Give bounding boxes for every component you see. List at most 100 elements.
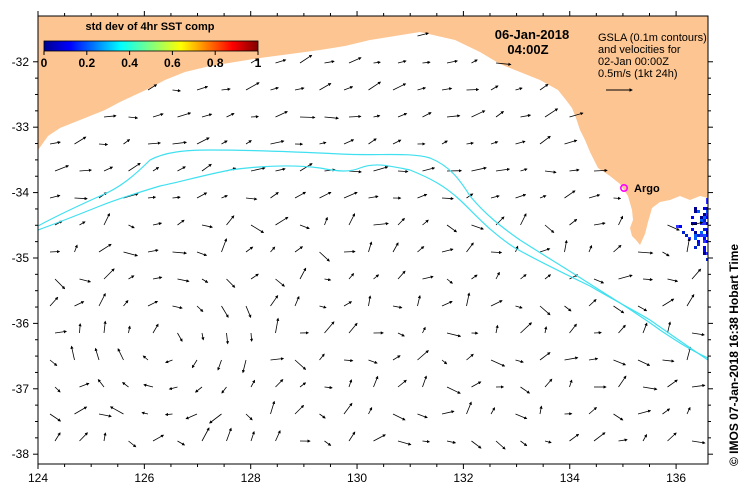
velocity-arrow (662, 408, 671, 415)
velocity-arrow (613, 305, 625, 314)
velocity-arrow (441, 301, 453, 307)
velocity-arrow (490, 194, 500, 199)
velocity-arrow (490, 300, 503, 307)
velocity-arrow (343, 139, 355, 145)
sst-pixel (703, 207, 706, 210)
velocity-arrow (544, 108, 559, 118)
velocity-arrow (324, 321, 335, 334)
velocity-arrow (221, 140, 228, 145)
velocity-arrow (152, 434, 165, 442)
legend-line-2: and velocities for (598, 44, 681, 56)
velocity-arrow (122, 382, 129, 388)
velocity-arrow (196, 251, 208, 257)
velocity-arrow (324, 216, 328, 226)
sst-pixel (694, 222, 697, 225)
sst-pixel (691, 222, 694, 225)
velocity-arrow (515, 305, 523, 309)
velocity-arrow (275, 111, 288, 118)
velocity-arrow (446, 59, 458, 64)
velocity-arrow (490, 250, 503, 255)
velocity-arrow (294, 246, 304, 253)
velocity-arrow (495, 324, 499, 334)
sst-pixel (706, 240, 708, 243)
velocity-arrow (544, 224, 555, 234)
velocity-arrow (495, 62, 512, 66)
latitude-axis: -32 -33 -34 -35 -36 -37 -38 (12, 55, 713, 461)
sst-pixel (703, 234, 706, 237)
velocity-arrow (250, 273, 259, 280)
velocity-arrow (319, 251, 330, 262)
velocity-arrow (250, 430, 255, 442)
velocity-arrow (588, 406, 598, 415)
velocity-arrow (515, 140, 526, 145)
velocity-arrow (250, 166, 266, 172)
sst-pixel (679, 225, 682, 228)
velocity-arrow (172, 89, 181, 93)
velocity-arrow (515, 87, 523, 91)
velocity-arrow (348, 431, 356, 442)
velocity-arrow (691, 221, 704, 226)
velocity-arrow (368, 241, 373, 253)
velocity-arrow (74, 244, 78, 253)
velocity-arrow (172, 305, 183, 310)
velocity-arrow (270, 86, 279, 91)
velocity-arrow (147, 195, 157, 199)
velocity-arrow (368, 406, 373, 415)
velocity-arrow (539, 405, 543, 415)
sst-pixel (706, 222, 708, 225)
velocity-arrow (446, 114, 461, 118)
velocity-arrow (74, 136, 87, 145)
velocity-arrow (270, 246, 276, 253)
velocity-arrow (642, 386, 658, 391)
velocity-arrow (618, 438, 628, 442)
velocity-arrow (569, 433, 580, 442)
velocity-arrow (275, 167, 286, 172)
velocity-arrow (196, 137, 210, 145)
velocity-arrow (49, 296, 59, 307)
velocity-arrow (54, 386, 61, 393)
velocity-arrow (343, 86, 354, 91)
velocity-arrow (217, 359, 222, 371)
velocity-arrow (250, 224, 265, 234)
velocity-arrow (319, 83, 332, 91)
colorbar-title: std dev of 4hr SST comp (86, 21, 215, 33)
velocity-arrow (368, 195, 379, 199)
velocity-arrow (471, 440, 482, 449)
velocity-arrow (686, 294, 695, 307)
velocity-arrow (74, 406, 88, 415)
velocity-arrow (343, 358, 354, 363)
velocity-arrow (520, 274, 527, 280)
lon-tick-label: 128 (241, 471, 261, 485)
velocity-arrow (368, 295, 372, 307)
velocity-arrow (123, 299, 129, 307)
land-mass (38, 16, 708, 245)
velocity-arrow (441, 196, 454, 201)
velocity-arrow (397, 270, 406, 280)
velocity-arrow (471, 274, 478, 280)
sst-variability-pixels (676, 198, 708, 261)
velocity-arrow (294, 359, 307, 370)
velocity-arrow (201, 427, 210, 442)
velocity-arrow (495, 167, 511, 172)
sst-pixel (697, 234, 700, 237)
velocity-arrow (446, 278, 453, 284)
velocity-arrow (94, 347, 100, 361)
velocity-arrow (103, 320, 107, 334)
velocity-arrow (466, 292, 471, 307)
velocity-arrow (79, 382, 90, 388)
lat-tick-label: -33 (12, 120, 30, 134)
velocity-arrow (79, 168, 92, 172)
sst-pixel (703, 237, 706, 240)
velocity-arrow (392, 83, 407, 91)
sst-pixel (703, 240, 706, 243)
velocity-arrow (593, 432, 606, 442)
velocity-arrow (368, 81, 382, 91)
velocity-arrow (294, 404, 305, 415)
velocity-arrow (98, 142, 109, 147)
velocity-arrow (618, 215, 624, 226)
velocity-arrow (446, 224, 458, 233)
velocity-arrow (466, 88, 480, 92)
velocity-arrow (422, 375, 428, 388)
velocity-arrow (245, 140, 252, 145)
